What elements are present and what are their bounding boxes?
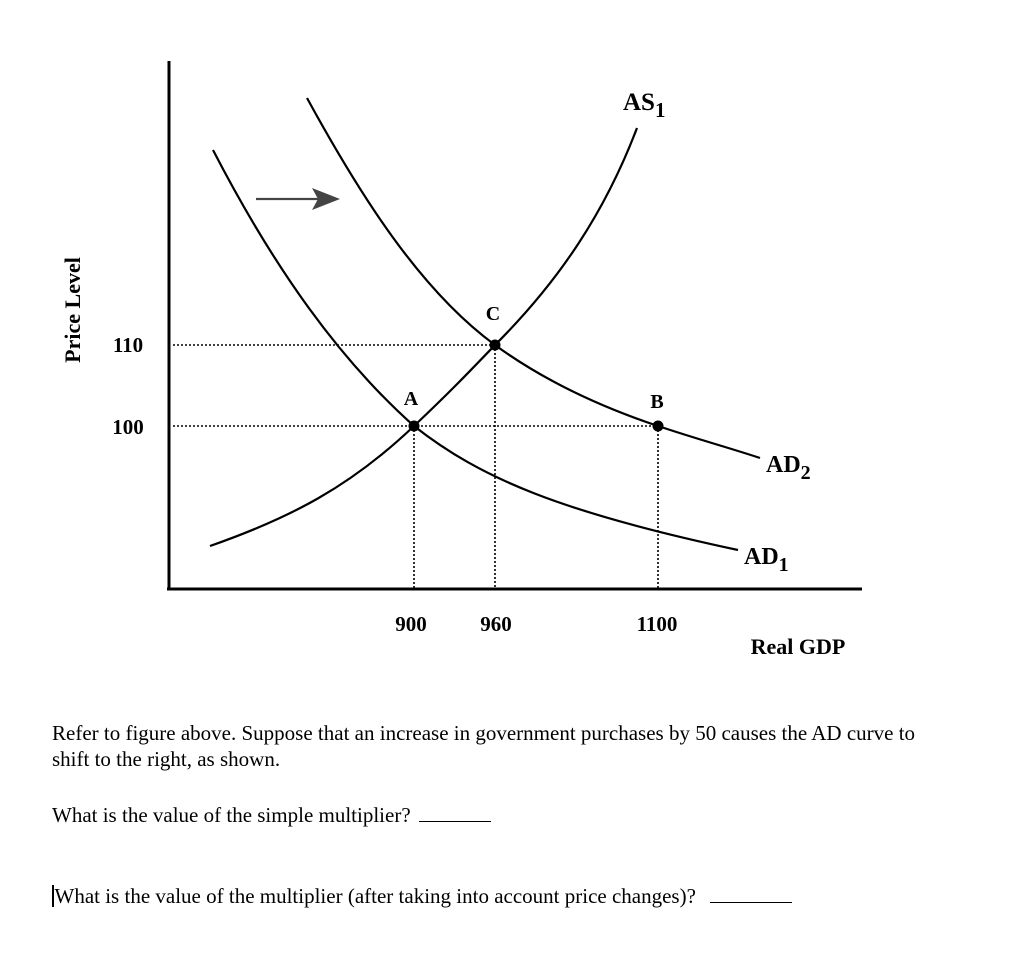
x-tick-960: 960 bbox=[480, 612, 512, 636]
as1-curve bbox=[209, 127, 639, 548]
point-c-label: C bbox=[486, 303, 500, 325]
question-simple-multiplier-text: What is the value of the simple multipli… bbox=[52, 803, 411, 827]
as1-label-base: AS bbox=[623, 89, 655, 116]
ad2-label: AD2 bbox=[766, 452, 811, 484]
question-price-adjusted-multiplier-text: What is the value of the multiplier (aft… bbox=[54, 884, 696, 908]
ad1-curve bbox=[212, 149, 739, 552]
as1-label-sub: 1 bbox=[655, 98, 666, 122]
answer-blank-price-adjusted-multiplier[interactable] bbox=[709, 902, 792, 903]
question-price-adjusted-multiplier: What is the value of the multiplier (aft… bbox=[52, 883, 792, 909]
ad1-label-sub: 1 bbox=[779, 554, 789, 576]
question-simple-multiplier: What is the value of the simple multipli… bbox=[52, 802, 491, 828]
chart: Price Level Real GDP A C B AS1 AD2 AD1 1… bbox=[60, 61, 862, 659]
point-c-marker bbox=[489, 339, 501, 351]
question-intro: Refer to figure above. Suppose that an i… bbox=[52, 721, 916, 771]
answer-blank-simple-multiplier[interactable] bbox=[418, 821, 491, 822]
x-tick-1100: 1100 bbox=[637, 612, 678, 636]
ad2-curve bbox=[306, 97, 761, 460]
x-tick-900: 900 bbox=[395, 612, 427, 636]
point-b-marker bbox=[652, 420, 664, 432]
ad2-label-base: AD bbox=[766, 452, 801, 478]
ad2-label-sub: 2 bbox=[801, 462, 811, 484]
point-a-marker bbox=[408, 420, 420, 432]
point-b-label: B bbox=[650, 391, 663, 413]
point-a-label: A bbox=[404, 388, 419, 410]
ad1-label: AD1 bbox=[744, 544, 789, 576]
text-cursor bbox=[52, 885, 54, 907]
as1-label: AS1 bbox=[623, 89, 665, 122]
y-axis-label: Price Level bbox=[60, 257, 85, 363]
ad1-label-base: AD bbox=[744, 544, 779, 570]
y-tick-100: 100 bbox=[112, 415, 144, 439]
x-axis-label: Real GDP bbox=[751, 634, 846, 659]
shift-arrow-head bbox=[312, 188, 340, 210]
y-tick-110: 110 bbox=[113, 333, 143, 357]
